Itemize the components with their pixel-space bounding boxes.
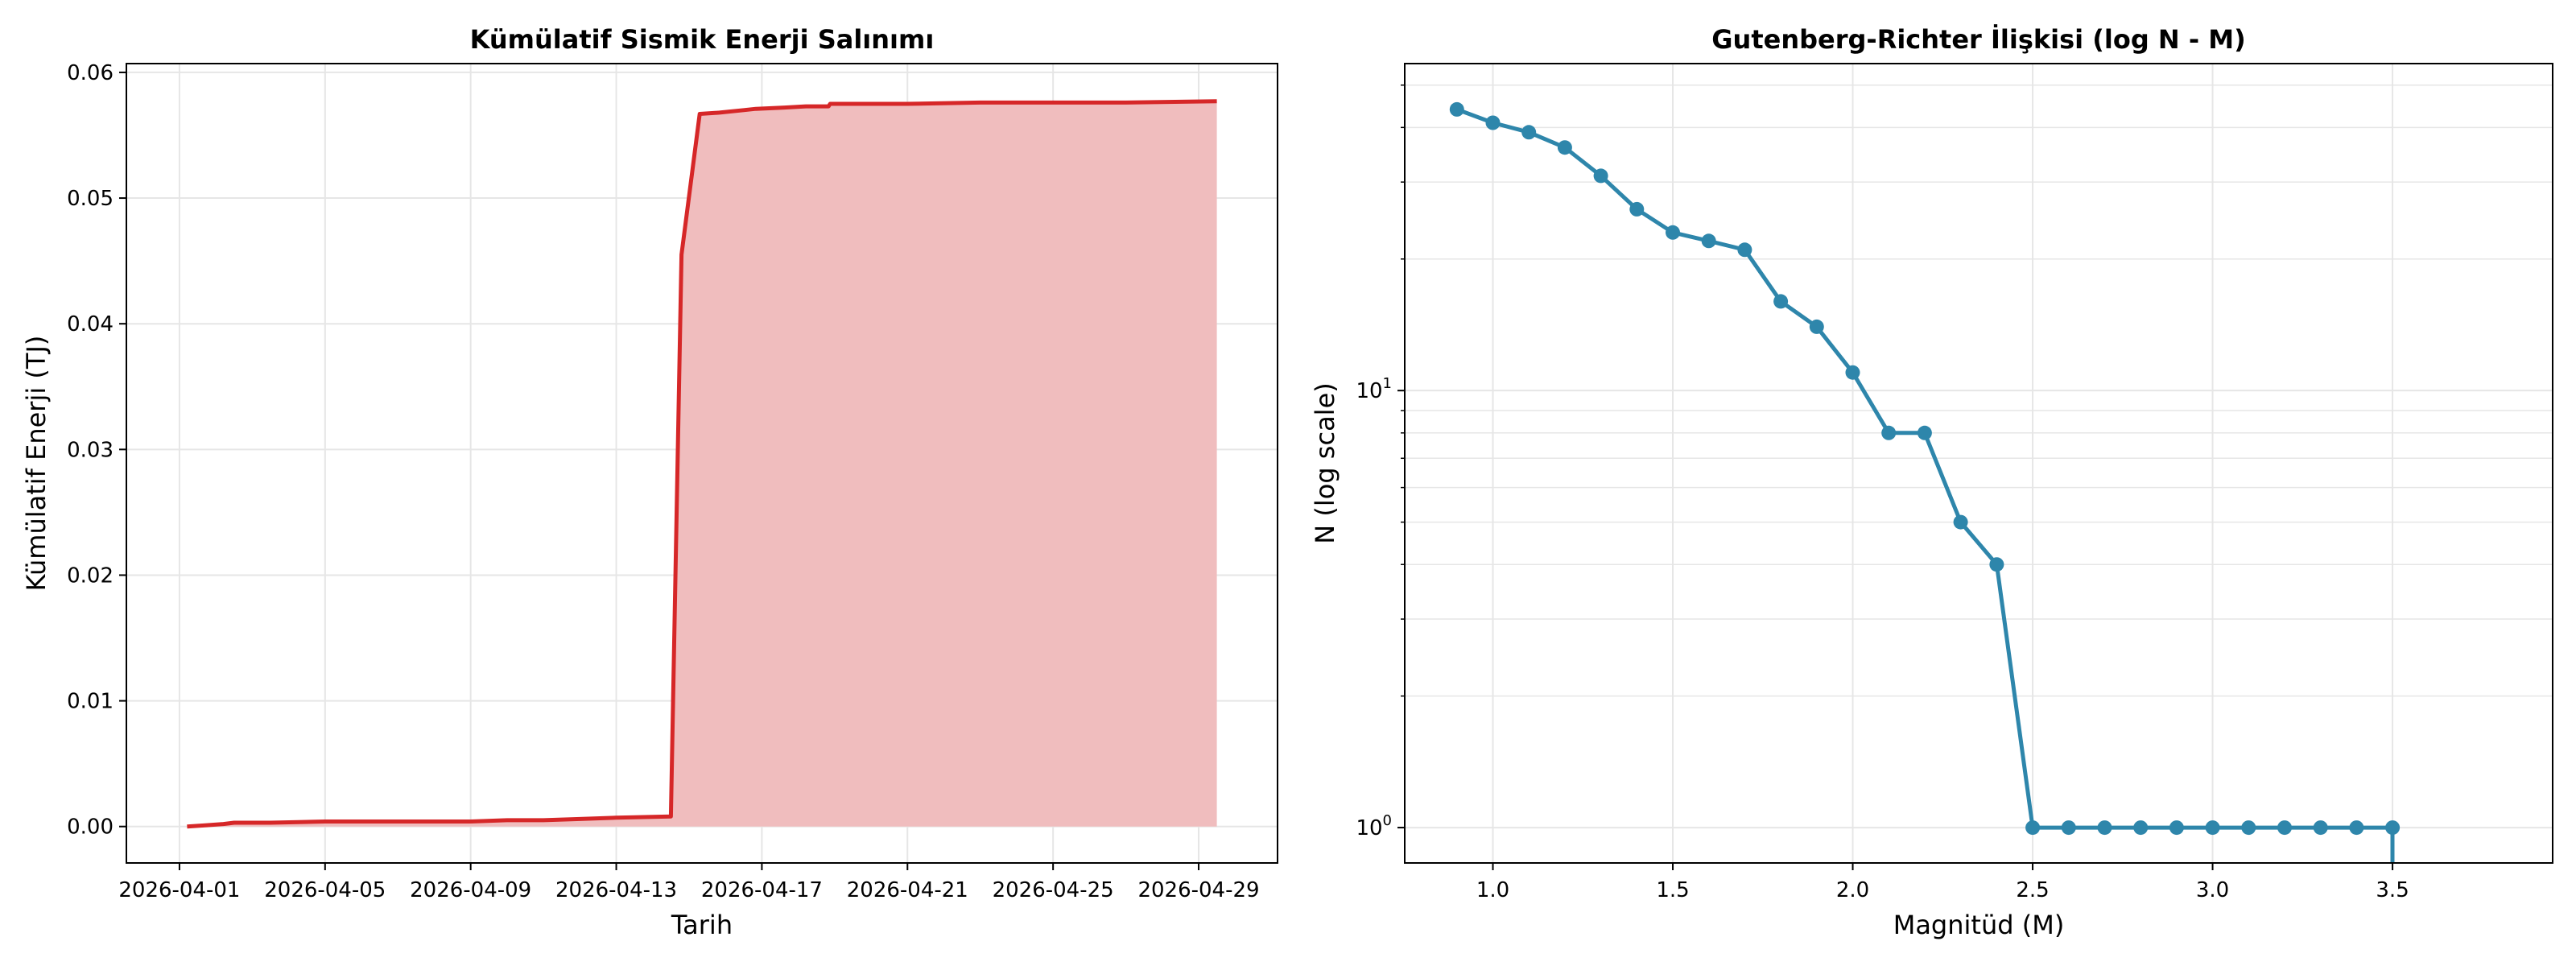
gr-x-tick-label: 1.0 (1476, 878, 1509, 902)
gr-data-point (2313, 820, 2328, 836)
gr-x-tick-label: 2.0 (1836, 878, 1869, 902)
gr-data-point (1881, 425, 1897, 440)
energy-x-tick-label: 2026-04-05 (264, 878, 386, 902)
gr-data-point (2097, 820, 2112, 836)
gr-data-point (2133, 820, 2149, 836)
energy-x-tick-label: 2026-04-13 (555, 878, 677, 902)
gr-data-point (1449, 101, 1464, 117)
gr-data-point (2061, 820, 2076, 836)
gr-data-point (1989, 557, 2004, 572)
gr-data-point (1701, 233, 1716, 249)
energy-y-tick-label: 0.06 (67, 61, 114, 85)
gr-data-point (1485, 115, 1501, 130)
energy-x-tick-label: 2026-04-01 (118, 878, 240, 902)
energy-area-fill (187, 101, 1217, 827)
gr-data-point (1629, 201, 1645, 217)
energy-x-tick-label: 2026-04-29 (1137, 878, 1259, 902)
energy-y-tick-label: 0.03 (67, 438, 114, 462)
gr-y-tick-base: 10 (1356, 816, 1382, 840)
energy-y-tick-label: 0.01 (67, 690, 114, 714)
gr-data-point (1809, 319, 1824, 334)
gr-data-point (1557, 140, 1572, 155)
gr-y-tick-exponent: 0 (1383, 812, 1392, 829)
gr-x-ticks: 1.0 1.5 2.0 2.5 3.0 3.5 (1476, 863, 2409, 902)
energy-axes-frame (126, 63, 1278, 864)
gr-data-point (2169, 820, 2184, 836)
energy-x-tick-label: 2026-04-21 (847, 878, 968, 902)
gr-x-tick-label: 3.5 (2376, 878, 2409, 902)
energy-chart: 2026-04-01 2026-04-05 2026-04-09 2026-04-13… (21, 24, 1278, 940)
energy-line (187, 99, 1217, 829)
gr-y-tick-label: 100 (1356, 812, 1392, 840)
gr-series-points (1449, 101, 2401, 836)
gr-axes-frame (1404, 63, 2553, 864)
energy-x-ticks: 2026-04-01 2026-04-05 2026-04-09 2026-04-13… (118, 863, 1260, 902)
gr-x-axis-label: Magnitüd (M) (1893, 910, 2065, 940)
gr-x-tick-label: 3.0 (2196, 878, 2229, 902)
gr-data-point (1773, 294, 1789, 309)
gr-data-point (1845, 365, 1860, 380)
energy-x-axis-label: Tarih (671, 910, 733, 940)
gr-y-tick-exponent: 1 (1383, 375, 1392, 392)
energy-chart-title: Kümülatif Sismik Enerji Salınımı (470, 24, 935, 55)
gr-y-tick-label: 101 (1356, 375, 1392, 403)
energy-y-ticks: 0.00 0.01 0.02 0.03 0.04 0.05 0.06 (67, 61, 126, 840)
gr-chart-title: Gutenberg-Richter İlişkisi (log N - M) (1711, 24, 2245, 55)
gr-gridlines (1405, 64, 2553, 863)
gr-x-tick-label: 2.5 (2016, 878, 2049, 902)
energy-y-tick-label: 0.04 (67, 312, 114, 336)
energy-x-tick-label: 2026-04-17 (701, 878, 823, 902)
gr-data-point (2349, 820, 2364, 836)
gr-data-point (2241, 820, 2256, 836)
gr-data-point (2025, 820, 2041, 836)
gr-data-point (1521, 125, 1537, 140)
energy-y-axis-label: Kümülatif Enerji (TJ) (21, 336, 52, 592)
gr-data-point (2385, 820, 2401, 836)
energy-y-tick-label: 0.05 (67, 187, 114, 211)
gr-x-tick-label: 1.5 (1656, 878, 1689, 902)
energy-y-tick-label: 0.02 (67, 564, 114, 588)
energy-x-tick-label: 2026-04-25 (993, 878, 1114, 902)
gr-y-tick-base: 10 (1356, 379, 1382, 403)
gr-data-point (1737, 242, 1752, 258)
gr-data-point (1666, 225, 1680, 240)
gr-data-point (1593, 168, 1608, 184)
energy-y-tick-label: 0.00 (67, 815, 114, 840)
gr-y-axis-label: N (log scale) (1310, 382, 1340, 543)
energy-x-tick-label: 2026-04-09 (410, 878, 531, 902)
gr-data-point (2205, 820, 2220, 836)
gr-data-point (1917, 425, 1932, 440)
gr-data-point (1953, 514, 1968, 530)
gr-data-point (2277, 820, 2292, 836)
